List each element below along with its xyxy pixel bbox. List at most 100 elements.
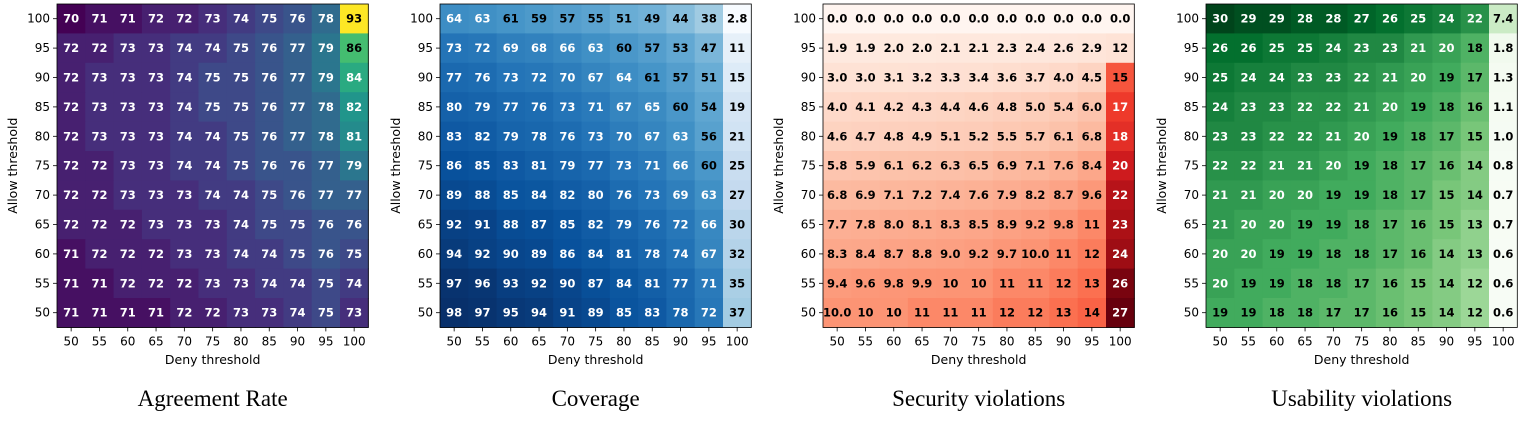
cell-value-label: 18 <box>1354 218 1370 232</box>
cell-value-label: 19 <box>1325 218 1341 232</box>
cell-value-label: 85 <box>503 188 519 202</box>
heatmap-cell <box>1234 4 1264 34</box>
cell-value-label: 63 <box>701 188 717 202</box>
cell-value-label: 20 <box>1269 218 1285 232</box>
x-tick-label: 80 <box>233 334 248 348</box>
heatmap-cell <box>1021 298 1050 328</box>
heatmap-cell <box>1432 268 1462 299</box>
heatmap-cell <box>936 62 965 93</box>
cell-value-label: 23 <box>1325 71 1341 85</box>
y-tick-label: 100 <box>27 12 50 26</box>
cell-value-label: 16 <box>1410 247 1426 261</box>
cell-value-label: 73 <box>644 188 660 202</box>
cell-value-label: 23 <box>1354 41 1370 55</box>
heatmap-cell <box>524 92 554 123</box>
heatmap-cell <box>1432 121 1462 152</box>
heatmap-cell <box>666 180 696 211</box>
cell-value-label: 5.8 <box>827 159 847 173</box>
cell-value-label: 11 <box>729 41 745 55</box>
heatmap-cell <box>1460 298 1490 328</box>
cell-value-label: 18 <box>1112 129 1128 143</box>
heatmap-cell <box>198 92 228 123</box>
heatmap-cell <box>113 121 143 152</box>
heatmap-cell <box>198 298 228 328</box>
cell-value-label: 8.1 <box>912 218 932 232</box>
cell-value-label: 17 <box>1382 218 1398 232</box>
cell-value-label: 76 <box>290 12 306 26</box>
cell-value-label: 75 <box>233 71 249 85</box>
cell-value-label: 29 <box>1240 12 1256 26</box>
cell-value-label: 73 <box>446 41 462 55</box>
cell-value-label: 19 <box>1269 276 1285 290</box>
heatmap-cell <box>496 298 526 328</box>
cell-value-label: 68 <box>531 41 547 55</box>
cell-value-label: 74 <box>233 12 249 26</box>
heatmap-cell <box>553 92 582 123</box>
cell-value-label: 61 <box>503 12 519 26</box>
heatmap-cell <box>255 298 284 328</box>
cell-value-label: 17 <box>1354 306 1370 320</box>
cell-value-label: 1.1 <box>1493 100 1513 114</box>
heatmap-cell <box>1262 239 1292 270</box>
heatmap-cell <box>1290 151 1320 181</box>
heatmap-cell <box>638 33 667 64</box>
cell-value-label: 64 <box>616 71 632 85</box>
heatmap-cell <box>851 4 881 34</box>
cell-value-label: 75 <box>318 306 334 320</box>
heatmap-cell <box>723 239 752 270</box>
heatmap-cell <box>141 121 171 152</box>
heatmap-cell <box>609 121 639 152</box>
cell-value-label: 51 <box>616 12 632 26</box>
heatmap-cell <box>907 298 937 328</box>
x-tick-label: 55 <box>858 334 873 348</box>
heatmap-cell <box>255 4 284 34</box>
cell-value-label: 10 <box>942 276 958 290</box>
heatmap-cell <box>141 239 171 270</box>
heatmap-cell <box>1319 4 1348 34</box>
cell-value-label: 72 <box>63 188 79 202</box>
cell-value-label: 47 <box>701 41 717 55</box>
heatmap-cell <box>553 268 582 299</box>
y-tick-label: 60 <box>801 247 816 261</box>
cell-value-label: 73 <box>91 129 107 143</box>
cell-value-label: 3.7 <box>1025 71 1045 85</box>
heatmap-cell <box>283 151 313 181</box>
cell-value-label: 2.3 <box>997 41 1017 55</box>
cell-value-label: 22 <box>1112 188 1128 202</box>
cell-value-label: 19 <box>1325 188 1341 202</box>
cell-value-label: 0.6 <box>1493 276 1513 290</box>
heatmap-cell <box>1347 209 1377 240</box>
heatmap-cell <box>1106 239 1135 270</box>
cell-value-label: 19 <box>1354 188 1370 202</box>
heatmap-cell <box>823 209 852 240</box>
cell-value-label: 82 <box>346 100 362 114</box>
heatmap-cell <box>609 92 639 123</box>
heatmap-cell <box>85 209 115 240</box>
cell-value-label: 12 <box>1467 306 1483 320</box>
cell-value-label: 22 <box>1325 100 1341 114</box>
y-tick-label: 75 <box>418 159 433 173</box>
cell-value-label: 83 <box>503 159 519 173</box>
heatmap-cell <box>609 239 639 270</box>
heatmap-cell <box>1432 239 1462 270</box>
cell-value-label: 9.9 <box>912 276 932 290</box>
heatmap-cell <box>638 121 667 152</box>
heatmap-cell <box>57 4 86 34</box>
cell-value-label: 20 <box>1439 41 1455 55</box>
heatmap-cell <box>1234 121 1264 152</box>
heatmap-cell <box>666 268 696 299</box>
heatmap-cell <box>1290 121 1320 152</box>
cell-value-label: 8.4 <box>1082 159 1102 173</box>
cell-value-label: 8.3 <box>827 247 847 261</box>
cell-value-label: 4.6 <box>827 129 847 143</box>
panel-caption: Security violations <box>892 386 1065 411</box>
heatmap-cell <box>1319 298 1348 328</box>
cell-value-label: 17 <box>1325 306 1341 320</box>
cell-value-label: 0.0 <box>912 12 932 26</box>
cell-value-label: 2.1 <box>940 41 960 55</box>
cell-value-label: 57 <box>559 12 575 26</box>
cell-value-label: 72 <box>91 159 107 173</box>
cell-value-label: 18 <box>1325 276 1341 290</box>
cell-value-label: 73 <box>120 41 136 55</box>
heatmap-cell <box>468 239 498 270</box>
